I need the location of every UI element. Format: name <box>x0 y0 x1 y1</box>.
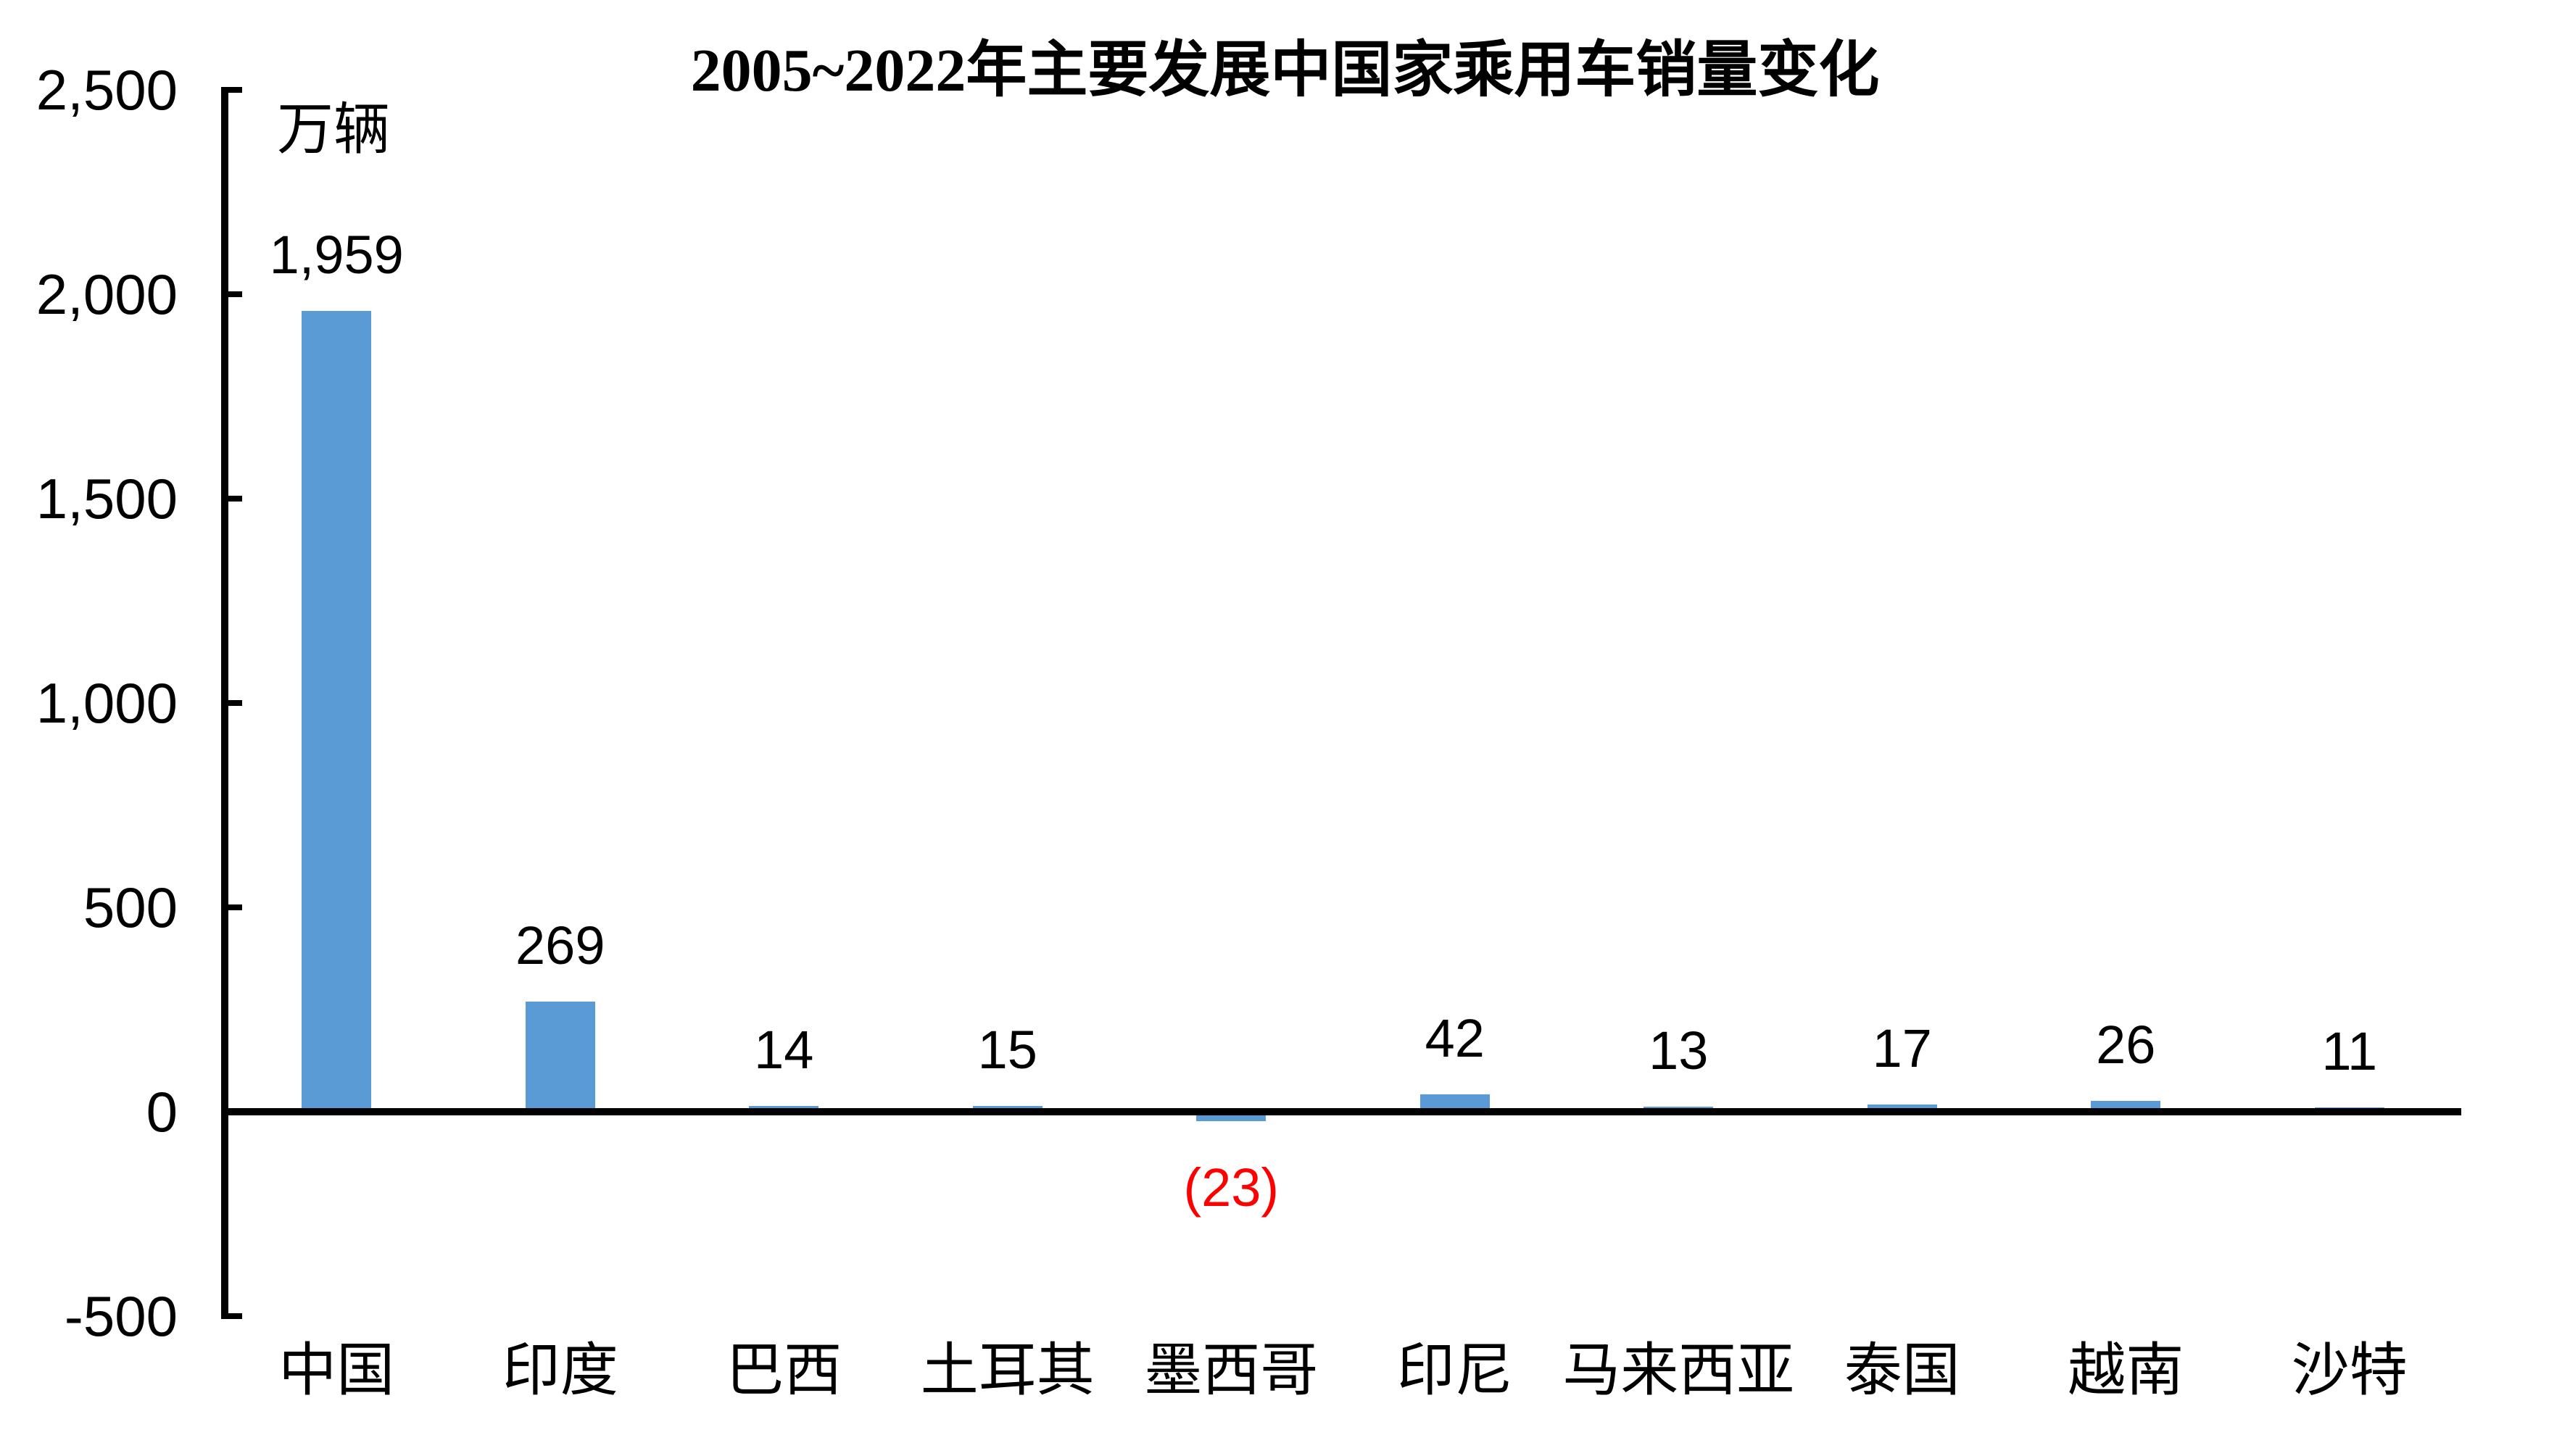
bar-value-label: 269 <box>515 915 605 976</box>
y-axis-tick <box>225 904 242 910</box>
bar <box>525 1002 595 1112</box>
y-axis-line <box>221 87 228 1319</box>
category-label: 印度 <box>502 1339 618 1403</box>
category-label: 沙特 <box>2291 1339 2408 1403</box>
bar-value-label: (23) <box>1183 1157 1280 1218</box>
y-axis-unit-label: 万辆 <box>276 98 390 161</box>
bar-value-label: 17 <box>1872 1018 1932 1079</box>
category-label: 土耳其 <box>920 1339 1095 1403</box>
category-label: 巴西 <box>726 1339 842 1403</box>
category-label: 泰国 <box>1844 1339 1960 1403</box>
y-axis-tick-label: 2,500 <box>36 58 178 122</box>
y-axis-tick-label: 2,000 <box>36 262 178 326</box>
bar-value-label: 14 <box>754 1020 814 1081</box>
x-axis-line <box>221 1108 2461 1115</box>
y-axis-tick <box>225 496 242 502</box>
y-axis-tick-label: 0 <box>146 1080 178 1144</box>
category-label: 马来西亚 <box>1562 1339 1795 1403</box>
y-axis-tick <box>225 291 242 297</box>
bar-value-label: 13 <box>1649 1020 1709 1081</box>
bar <box>1419 1094 1490 1112</box>
y-axis-tick-label: 1,500 <box>36 467 178 531</box>
bar-value-label: 42 <box>1425 1008 1485 1069</box>
bar-value-label: 1,959 <box>269 225 404 286</box>
category-label: 印尼 <box>1396 1339 1513 1403</box>
y-axis-tick <box>225 87 242 93</box>
category-label: 中国 <box>278 1339 395 1403</box>
y-axis-tick <box>225 700 242 706</box>
y-axis-tick-label: -500 <box>64 1284 178 1348</box>
bar-value-label: 26 <box>2096 1015 2156 1076</box>
y-axis-tick <box>225 1313 242 1319</box>
bar <box>302 311 372 1112</box>
bar-value-label: 11 <box>2321 1020 2378 1081</box>
bar-value-label: 15 <box>977 1019 1037 1080</box>
y-axis-tick-label: 1,000 <box>36 671 178 735</box>
category-label: 墨西哥 <box>1144 1339 1319 1403</box>
category-label: 越南 <box>2068 1339 2184 1403</box>
y-axis-tick-label: 500 <box>83 875 178 939</box>
chart-title: 2005~2022年主要发展中国家乘用车销量变化 <box>690 37 1880 104</box>
